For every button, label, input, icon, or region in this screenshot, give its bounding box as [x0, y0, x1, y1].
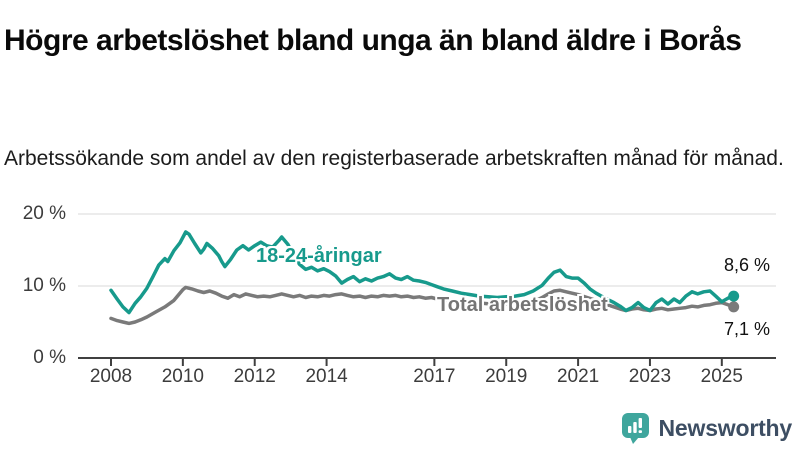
- end-value-label-total: 7,1 %: [723, 319, 770, 339]
- x-axis-tick-label: 2021: [556, 366, 600, 387]
- x-axis-tick-label: 2017: [413, 366, 456, 387]
- x-axis-tick-label: 2012: [233, 366, 276, 387]
- x-axis-tick-label: 2023: [628, 366, 672, 387]
- series-line-18-24: [109, 230, 736, 315]
- y-axis-tick-label: 10 %: [22, 275, 66, 296]
- x-axis-tick-label: 2025: [700, 366, 743, 387]
- x-axis-tick-label: 2019: [485, 366, 528, 387]
- series-label-total: Total arbetslöshet: [437, 294, 608, 316]
- brand-wordmark: Newsworthy: [658, 414, 793, 441]
- chart-title: Högre arbetslöshet bland unga än bland ä…: [4, 24, 742, 58]
- x-axis-tick-label: 2008: [89, 366, 133, 387]
- chart-subtitle: Arbetssökande som andel av den registerb…: [4, 147, 784, 170]
- series-end-dot-18-24: [728, 290, 740, 302]
- y-axis-tick-label: 20 %: [22, 203, 66, 224]
- series-line-total: [109, 285, 736, 326]
- y-axis-tick-label: 0 %: [33, 347, 66, 368]
- series-end-dot-total: [728, 301, 740, 313]
- series-label-18-24: 18-24-åringar: [256, 245, 382, 267]
- brand-footer: Newsworthy: [621, 410, 792, 446]
- newsworthy-logo-icon: [621, 413, 649, 444]
- x-axis-tick-label: 2010: [161, 366, 204, 387]
- x-axis-tick-label: 2014: [305, 366, 348, 387]
- end-value-label-18-24: 8,6 %: [723, 255, 770, 275]
